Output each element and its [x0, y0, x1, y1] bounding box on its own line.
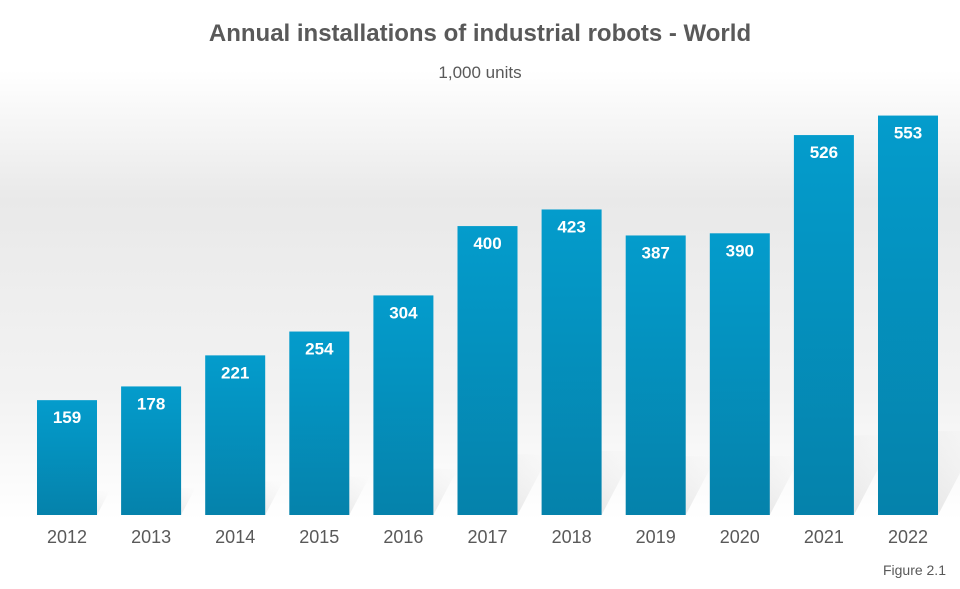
x-tick-2016: 2016	[383, 527, 423, 547]
x-tick-2012: 2012	[47, 527, 87, 547]
data-label-2021: 526	[810, 143, 838, 162]
x-tick-2021: 2021	[804, 527, 844, 547]
data-label-2012: 159	[53, 408, 81, 427]
x-tick-2019: 2019	[636, 527, 676, 547]
x-tick-2022: 2022	[888, 527, 928, 547]
figure-label: Figure 2.1	[882, 562, 946, 578]
bar-2015	[289, 331, 350, 515]
x-tick-2020: 2020	[720, 527, 760, 547]
data-label-2019: 387	[642, 243, 670, 262]
data-label-2018: 423	[557, 217, 585, 236]
data-label-2020: 390	[726, 241, 754, 260]
bar-2021	[793, 135, 854, 516]
data-label-2014: 221	[221, 363, 249, 382]
x-tick-2015: 2015	[299, 527, 339, 547]
x-tick-2017: 2017	[467, 527, 507, 547]
bar-2019	[625, 235, 686, 515]
chart-subtitle: 1,000 units	[438, 63, 522, 82]
bar-2018	[541, 209, 602, 515]
x-tick-2014: 2014	[215, 527, 255, 547]
data-label-2015: 254	[305, 340, 334, 359]
data-labels: 159 178 221 254 304 400 423 387 390 526 553	[53, 124, 922, 428]
bar-2012	[37, 400, 97, 515]
bar-2016	[373, 295, 434, 515]
x-tick-2013: 2013	[131, 527, 171, 547]
bar-2014	[205, 355, 266, 515]
chart-title: Annual installations of industrial robot…	[208, 20, 752, 47]
data-label-2013: 178	[137, 394, 165, 413]
bars	[37, 115, 938, 516]
x-tick-2018: 2018	[552, 527, 592, 547]
data-label-2016: 304	[389, 303, 418, 322]
bar-2017	[457, 226, 518, 515]
x-axis-tick-labels: 2012 2013 2014 2015 2016 2017 2018 2019 2020 2021…	[47, 527, 928, 547]
data-label-2022: 553	[894, 124, 922, 143]
data-label-2017: 400	[473, 234, 501, 253]
bar-2020	[709, 233, 770, 516]
bar-2013	[121, 386, 182, 515]
bar-2022	[878, 115, 938, 515]
